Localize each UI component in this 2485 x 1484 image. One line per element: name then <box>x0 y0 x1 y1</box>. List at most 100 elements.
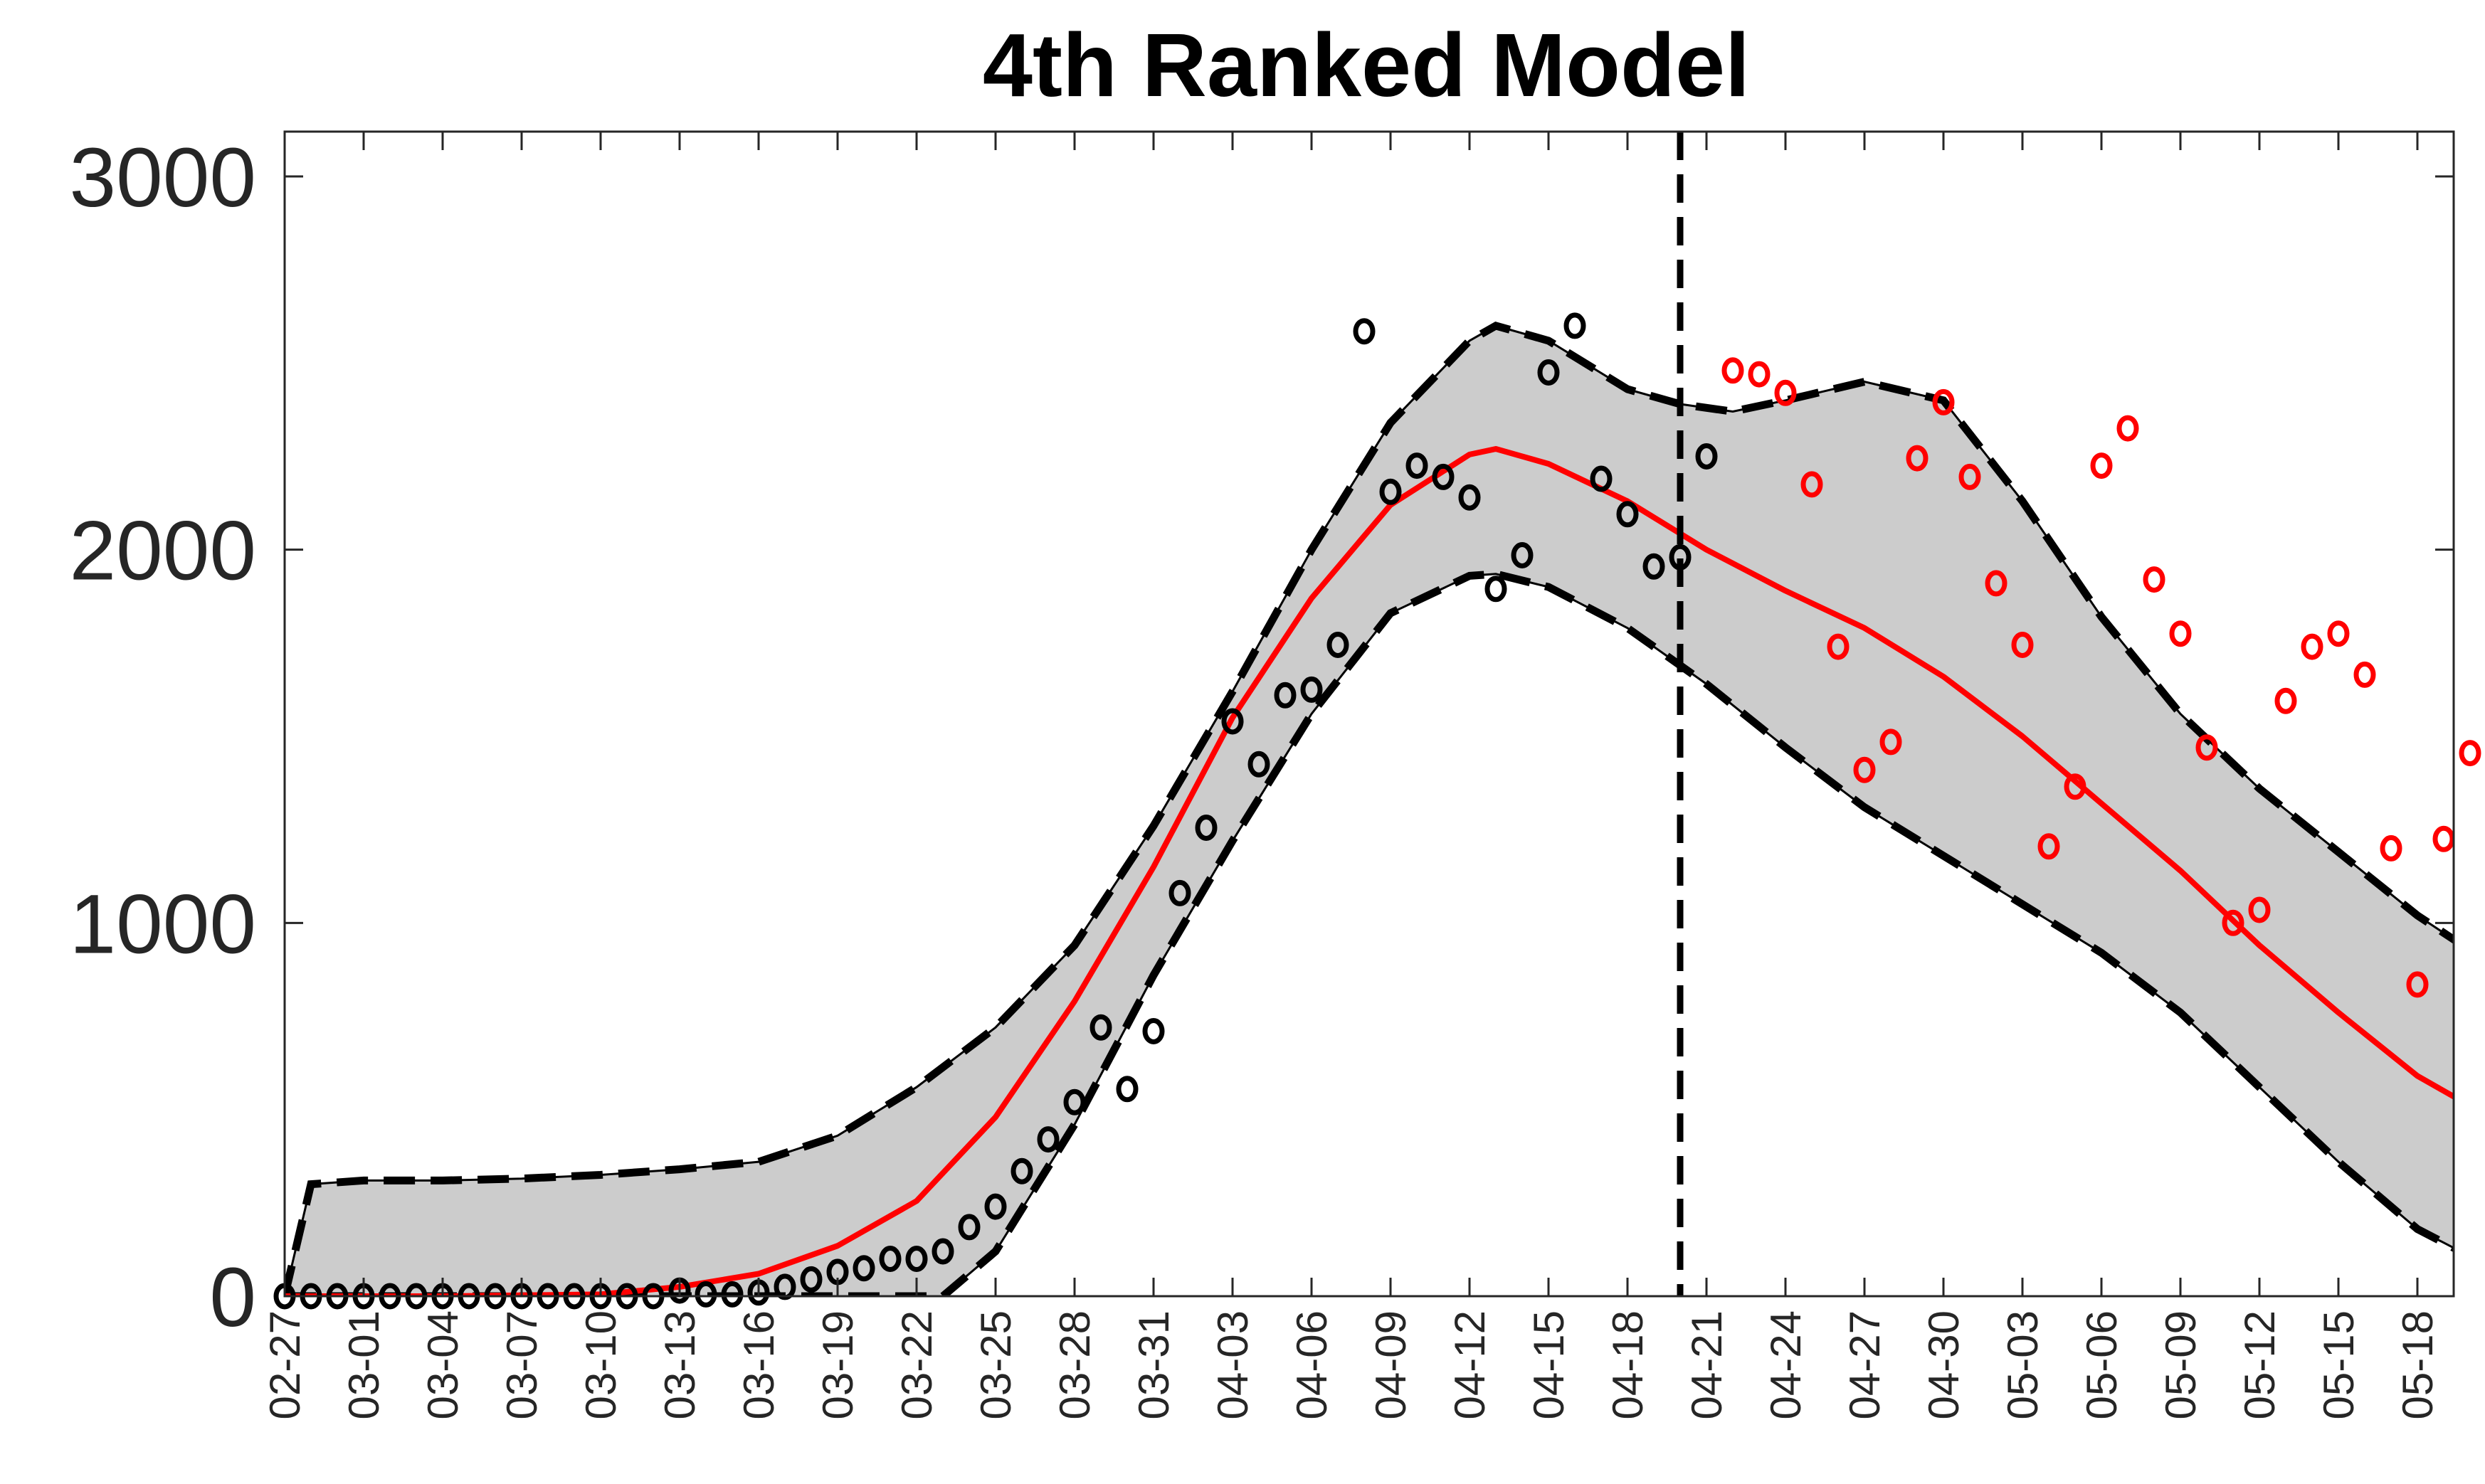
y-tick-label: 0 <box>209 1251 256 1345</box>
holdout-point <box>2064 773 2086 800</box>
x-tick-label: 04-27 <box>1841 1310 1889 1419</box>
holdout-point <box>2432 825 2455 852</box>
x-tick-label: 05-12 <box>2236 1310 2284 1419</box>
holdout-point <box>2248 896 2271 923</box>
plot-frame <box>283 130 2455 1298</box>
x-tick-label: 02-27 <box>261 1310 309 1419</box>
x-tick-label: 04-09 <box>1367 1310 1415 1419</box>
x-tick-label: 04-06 <box>1288 1310 1336 1419</box>
observed-point <box>1090 1014 1112 1041</box>
confidence-band-layer <box>285 321 2454 1296</box>
holdout-point <box>2406 971 2429 998</box>
holdout-point <box>1721 357 1744 384</box>
observed-point <box>1274 682 1297 709</box>
observed-point <box>1563 312 1586 339</box>
chart-title: 4th Ranked Model <box>983 15 1750 115</box>
holdout-point <box>2090 452 2113 479</box>
y-tick-label: 2000 <box>69 504 256 598</box>
observed-point <box>984 1193 1007 1220</box>
observed-point <box>695 1281 717 1308</box>
x-tick-label: 05-09 <box>2157 1310 2205 1419</box>
x-tick-label: 04-12 <box>1446 1310 1494 1419</box>
observed-point <box>1590 465 1613 492</box>
observed-point <box>1168 879 1191 906</box>
axis-ticks <box>283 132 2454 1298</box>
holdout-point <box>1774 379 1797 406</box>
observed-point <box>1616 501 1639 528</box>
observed-point <box>1353 318 1376 345</box>
median-fit-line <box>285 446 2454 1296</box>
holdout-point <box>2011 632 2034 658</box>
x-axis-tick-labels: 02-27 03-01 03-04 03-07 03-10 03-13 03-16 03-19… <box>261 1310 2442 1419</box>
observed-point <box>905 1246 928 1272</box>
holdout-point <box>1853 756 1876 783</box>
holdout-point <box>1879 728 1902 756</box>
confidence-band-fill <box>285 325 2454 1296</box>
observed-point <box>1458 484 1481 511</box>
observed-point <box>1195 815 1218 841</box>
lower-bound-line <box>285 570 2454 1296</box>
holdout-point <box>2459 740 2481 767</box>
x-tick-label: 04-21 <box>1683 1310 1731 1419</box>
observed-point <box>879 1246 902 1272</box>
x-tick-label: 04-24 <box>1762 1310 1810 1419</box>
observed-point <box>1511 542 1534 568</box>
x-tick-label: 03-10 <box>577 1310 625 1419</box>
x-tick-label: 04-18 <box>1604 1310 1652 1419</box>
observed-point <box>932 1238 954 1265</box>
observed-point <box>1221 708 1244 735</box>
holdout-point <box>2222 909 2244 936</box>
x-tick-label: 03-19 <box>814 1310 862 1419</box>
holdout-point <box>1800 471 1823 498</box>
holdout-point <box>2037 833 2060 860</box>
observed-point <box>1300 676 1323 703</box>
median-line-layer <box>285 446 2454 1296</box>
holdout-point <box>2195 734 2218 761</box>
observed-point <box>1432 463 1455 490</box>
observed-point <box>1011 1157 1033 1184</box>
x-tick-label: 05-03 <box>1999 1310 2047 1419</box>
y-tick-label: 1000 <box>69 877 256 971</box>
x-tick-label: 05-15 <box>2315 1310 2363 1419</box>
observed-point <box>800 1266 823 1293</box>
observed-point <box>1326 632 1349 658</box>
observed-point <box>1537 359 1560 386</box>
holdout-point <box>1748 361 1771 388</box>
holdout-point <box>2327 620 2350 647</box>
holdout-point <box>2143 566 2165 593</box>
holdout-point <box>1985 570 2007 597</box>
observed-point <box>1116 1076 1139 1103</box>
observed-point <box>1405 452 1428 479</box>
upper-bound-line <box>285 321 2454 1296</box>
x-tick-label: 03-01 <box>340 1310 388 1419</box>
observed-point <box>1063 1088 1086 1115</box>
x-tick-label: 03-22 <box>893 1310 941 1419</box>
holdout-point <box>2380 834 2402 862</box>
y-tick-label: 3000 <box>69 131 256 225</box>
observed-point <box>853 1255 875 1282</box>
holdout-point <box>2301 633 2323 660</box>
x-tick-label: 03-16 <box>735 1310 783 1419</box>
holdout-point <box>1958 463 1981 490</box>
observed-point <box>774 1273 796 1300</box>
x-tick-label: 04-15 <box>1525 1310 1573 1419</box>
x-tick-label: 04-03 <box>1209 1310 1257 1419</box>
x-tick-label: 05-18 <box>2394 1310 2442 1419</box>
observed-point <box>721 1281 744 1308</box>
observed-point <box>1695 443 1718 470</box>
x-tick-label: 03-31 <box>1130 1310 1178 1419</box>
holdout-point <box>2116 415 2139 442</box>
x-tick-label: 03-25 <box>972 1310 1020 1419</box>
observed-point <box>958 1214 981 1241</box>
observed-point <box>1642 553 1665 580</box>
holdout-point <box>1932 388 1955 415</box>
observed-point <box>1247 751 1270 778</box>
x-tick-label: 04-30 <box>1920 1310 1968 1419</box>
x-tick-label: 03-07 <box>498 1310 546 1419</box>
x-tick-label: 03-04 <box>419 1310 467 1419</box>
holdout-point <box>2169 620 2192 647</box>
observed-point <box>1037 1126 1060 1153</box>
observed-point <box>1484 576 1507 603</box>
y-axis-tick-labels: 0 1000 2000 3000 <box>69 131 256 1345</box>
